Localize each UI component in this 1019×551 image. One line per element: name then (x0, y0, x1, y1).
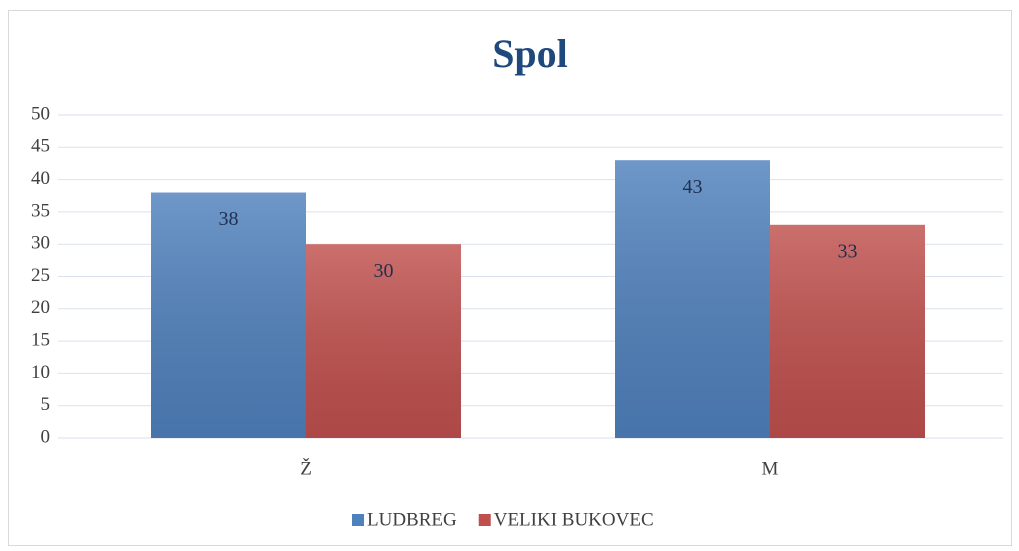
bar-shade (615, 160, 770, 438)
y-tick-label: 15 (31, 329, 50, 350)
bar-shade (306, 244, 461, 438)
x-tick-label: Ž (300, 457, 312, 479)
x-tick-label: M (762, 458, 779, 479)
y-tick-label: 45 (31, 136, 50, 157)
legend-label: LUDBREG (367, 509, 457, 530)
y-tick-label: 5 (41, 394, 51, 415)
legend-swatch (352, 514, 364, 526)
bar-shade (151, 192, 306, 438)
chart-title: Spol (492, 31, 568, 76)
legend-swatch (478, 514, 491, 526)
data-label: 38 (219, 208, 239, 230)
y-tick-label: 50 (31, 103, 50, 124)
y-tick-label: 35 (31, 200, 50, 221)
y-tick-label: 25 (31, 265, 50, 286)
y-tick-label: 0 (41, 426, 51, 447)
data-label: 43 (683, 176, 703, 198)
y-tick-label: 30 (31, 233, 50, 254)
y-tick-label: 40 (31, 168, 50, 189)
y-tick-label: 10 (31, 362, 50, 383)
bar-shade (770, 224, 925, 438)
data-label: 33 (838, 240, 858, 262)
legend-label: VELIKI BUKOVEC (494, 509, 654, 530)
y-tick-label: 20 (31, 297, 50, 318)
data-label: 30 (374, 260, 394, 282)
